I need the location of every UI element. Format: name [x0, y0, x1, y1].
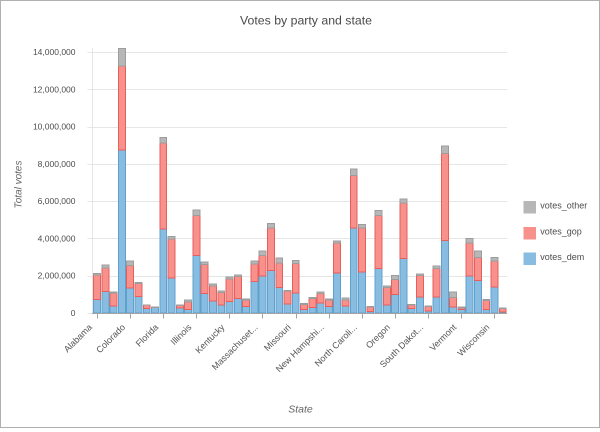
svg-text:4,000,000: 4,000,000 — [38, 233, 76, 243]
svg-text:2,000,000: 2,000,000 — [38, 271, 76, 281]
svg-text:12,000,000: 12,000,000 — [33, 84, 76, 94]
svg-text:8,000,000: 8,000,000 — [38, 159, 76, 169]
svg-text:6,000,000: 6,000,000 — [38, 196, 76, 206]
svg-text:votes_dem: votes_dem — [540, 252, 584, 262]
svg-text:0: 0 — [71, 308, 76, 318]
svg-text:Vermont: Vermont — [428, 322, 459, 353]
svg-text:Illinois: Illinois — [169, 322, 194, 347]
svg-text:Missouri: Missouri — [262, 322, 293, 353]
svg-text:10,000,000: 10,000,000 — [33, 122, 76, 132]
svg-text:Oregon: Oregon — [364, 322, 392, 350]
svg-text:Kentucky: Kentucky — [193, 322, 227, 356]
svg-text:Wisconsin: Wisconsin — [455, 322, 491, 358]
svg-text:Alabama: Alabama — [62, 322, 94, 354]
svg-text:Total votes: Total votes — [13, 161, 24, 209]
svg-text:Florida: Florida — [134, 322, 161, 349]
svg-text:14,000,000: 14,000,000 — [33, 47, 76, 57]
svg-text:votes_gop: votes_gop — [540, 226, 582, 236]
svg-text:Colorado: Colorado — [94, 322, 127, 355]
svg-text:votes_other: votes_other — [540, 201, 587, 211]
svg-text:State: State — [288, 404, 313, 416]
svg-text:Votes by party and state: Votes by party and state — [240, 13, 372, 27]
